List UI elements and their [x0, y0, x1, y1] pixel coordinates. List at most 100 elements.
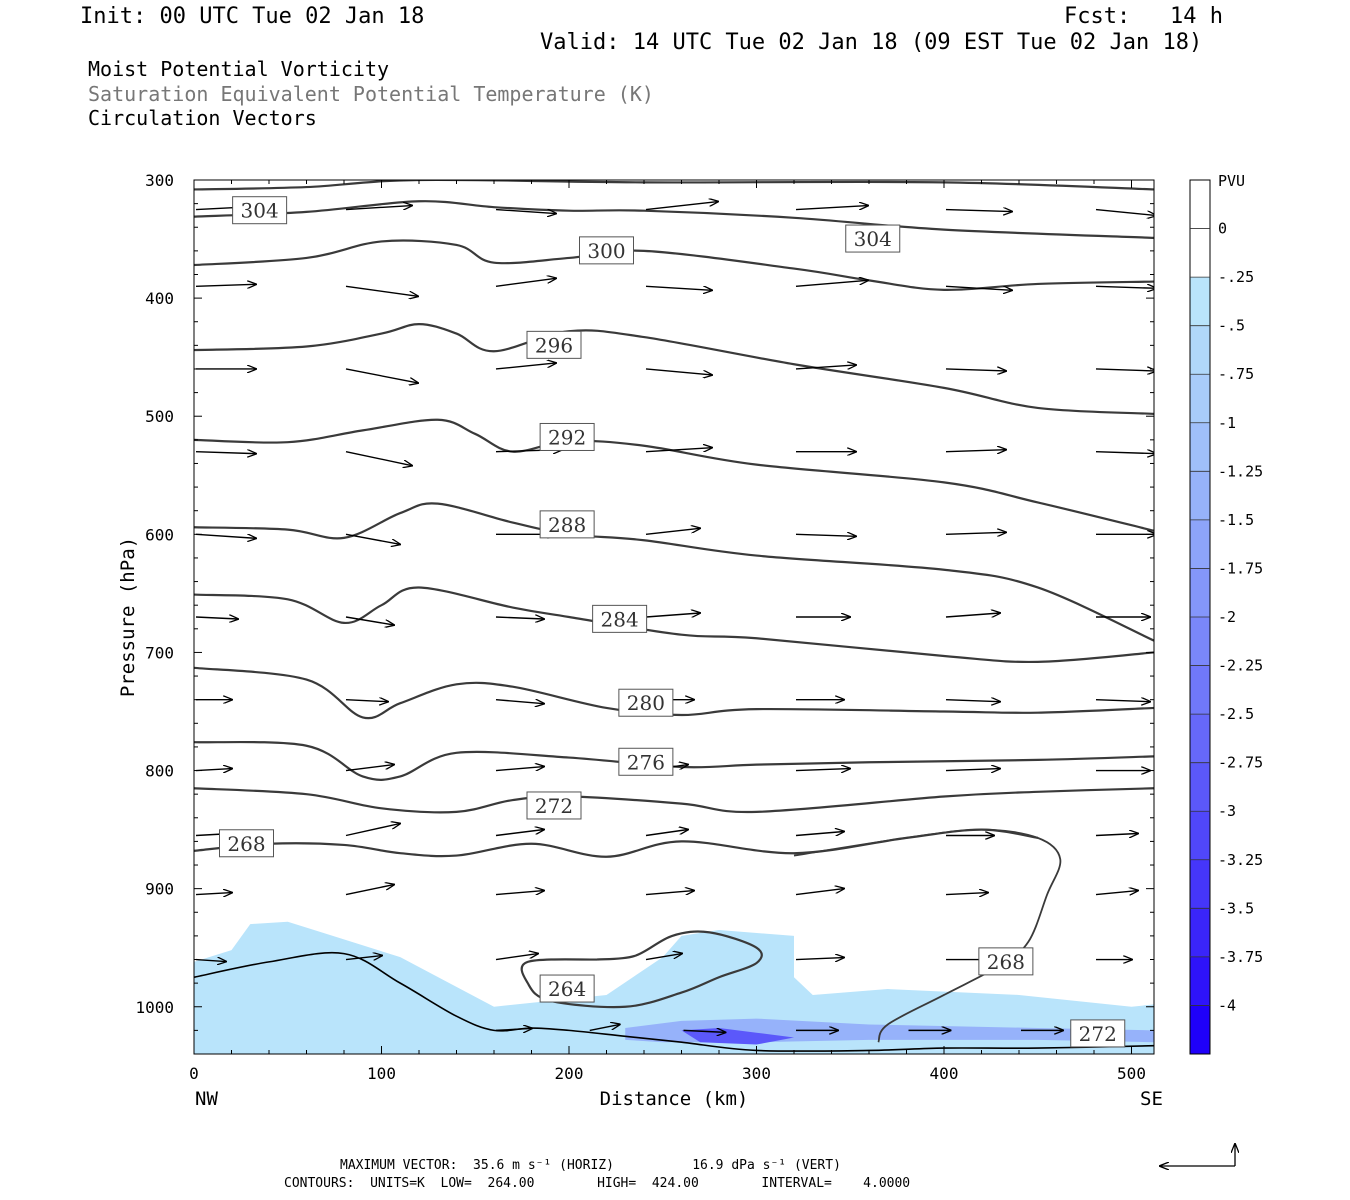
colorbar-tick-label: 0: [1218, 220, 1227, 238]
circulation-vector: [645, 613, 700, 618]
colorbar-swatch: [1190, 325, 1210, 375]
theta-line: [194, 828, 1038, 858]
contour-label-box: [526, 791, 582, 820]
colorbar-swatch: [1190, 568, 1210, 618]
colorbar-unit-label: PVU: [1218, 172, 1245, 190]
circulation-vector: [345, 368, 418, 383]
contour-labels: 304 304 300 296 292 288 284 280 276 272 268 264 268 2…: [219, 196, 1126, 1048]
contour-label: 288: [539, 510, 595, 539]
y-tick-label: 500: [145, 407, 174, 426]
contour-label: 272: [526, 791, 582, 820]
circulation-vector: [345, 885, 394, 896]
colorbar-tick-label: -1.75: [1218, 559, 1263, 577]
axes: 300 400 500 600 700 800 900 1000 0 100 200 300 400 50…: [135, 171, 1154, 1083]
y-tick-label: 400: [145, 289, 174, 308]
circulation-vector: [945, 532, 1006, 534]
contour-label-text: 264: [548, 977, 586, 1001]
circulation-vector: [795, 769, 850, 771]
colorbar-tick-label: -3.25: [1218, 851, 1263, 869]
circulation-vector: [945, 613, 1000, 618]
colorbar-swatch: [1190, 665, 1210, 715]
circulation-vector: [1095, 208, 1154, 216]
circulation-vector: [1095, 369, 1154, 371]
circulation-vectors: [195, 202, 1154, 1033]
contour-label: 292: [539, 422, 595, 451]
circulation-vector: [495, 891, 544, 895]
colorbar-tick-label: -.25: [1218, 268, 1254, 286]
contour-label-box: [219, 829, 274, 858]
contour-label: 304: [232, 196, 288, 225]
circulation-vector: [495, 208, 556, 214]
circulation-vector: [495, 278, 556, 287]
x-tick-label: 500: [1117, 1064, 1146, 1083]
circulation-vector: [495, 363, 556, 370]
colorbar-tick-label: -2.5: [1218, 705, 1254, 723]
colorbar-swatch: [1190, 519, 1210, 569]
y-tick-label: 700: [145, 643, 174, 662]
contour-label: 272: [1070, 1019, 1126, 1048]
pv-shade-light: [194, 921, 1154, 1054]
circulation-vector: [645, 368, 712, 375]
circulation-vector: [195, 284, 256, 286]
plot-frame: [193, 179, 1155, 1055]
circulation-vector: [589, 1024, 620, 1032]
colorbar-tick-label: -2.25: [1218, 657, 1263, 675]
circulation-vector: [645, 954, 682, 961]
circulation-vector: [345, 956, 382, 960]
circulation-vector: [645, 891, 694, 895]
theta-line-264-closed: [520, 930, 763, 1009]
theta-line: [194, 322, 1154, 415]
colorbar-swatch: [1190, 617, 1210, 667]
y-tick-label: 300: [145, 171, 174, 190]
colorbar-tick-label: -4: [1218, 996, 1236, 1014]
circulation-vector: [195, 452, 256, 454]
colorbar-tick-label: -3.5: [1218, 899, 1254, 917]
circulation-vector: [795, 206, 868, 211]
contour-label-text: 304: [854, 227, 892, 251]
colorbar-swatch: [1190, 956, 1210, 1006]
circulation-vector: [345, 206, 412, 211]
contour-label-box: [618, 688, 674, 717]
circulation-vector: [945, 893, 988, 895]
y-tick-label: 800: [145, 762, 174, 781]
colorbar-swatch: [1190, 422, 1210, 472]
colorbar-tick-label: -1.25: [1218, 462, 1263, 480]
circulation-vector: [1095, 700, 1150, 702]
contour-label: 284: [592, 604, 648, 633]
circulation-vector: [495, 830, 544, 837]
circulation-vector: [345, 824, 400, 837]
theta-line: [194, 740, 1154, 781]
colorbar-swatch: [1190, 180, 1210, 230]
contour-label-box: [1070, 1019, 1126, 1048]
colorbar: 0 -.25 -.5 -.75 -1 -1.25 -1.5 -1.75 -2 -2.25 -2.5 -…: [1189, 179, 1263, 1055]
circulation-vector: [495, 700, 544, 704]
circulation-vector: [495, 1028, 532, 1030]
contour-label-box: [526, 330, 582, 359]
circulation-vector: [795, 889, 844, 896]
x-axis-right-label: SE: [1140, 1088, 1163, 1110]
forecast-hour-label: Fcst: 14 h: [1064, 4, 1223, 29]
contour-label-box: [539, 510, 595, 539]
circulation-vector: [795, 280, 868, 287]
contour-label: 276: [618, 747, 674, 776]
colorbar-swatch: [1190, 859, 1210, 909]
colorbar-swatch: [1190, 228, 1210, 278]
colorbar-tick-label: -3: [1218, 802, 1236, 820]
circulation-vector: [1095, 891, 1138, 895]
contour-label-text: 284: [601, 607, 639, 631]
theta-line: [194, 502, 1154, 642]
circulation-vector: [495, 954, 538, 961]
circulation-vector: [795, 534, 856, 536]
contour-label: 304: [845, 224, 901, 253]
legend-line-mpv: Moist Potential Vorticity: [88, 57, 390, 81]
contour-label-box: [579, 236, 634, 265]
circulation-vector: [945, 210, 1012, 212]
theta-line: [194, 586, 1154, 664]
legend-line-theta-es: Saturation Equivalent Potential Temperat…: [88, 82, 654, 106]
colorbar-swatch: [1190, 811, 1210, 861]
y-axis-title: Pressure (hPa): [117, 537, 139, 697]
contour-label-box: [592, 604, 648, 633]
theta-line: [194, 418, 1154, 532]
contour-label: 268: [219, 829, 274, 858]
valid-time-label: Valid: 14 UTC Tue 02 Jan 18 (09 EST Tue …: [540, 30, 1203, 55]
